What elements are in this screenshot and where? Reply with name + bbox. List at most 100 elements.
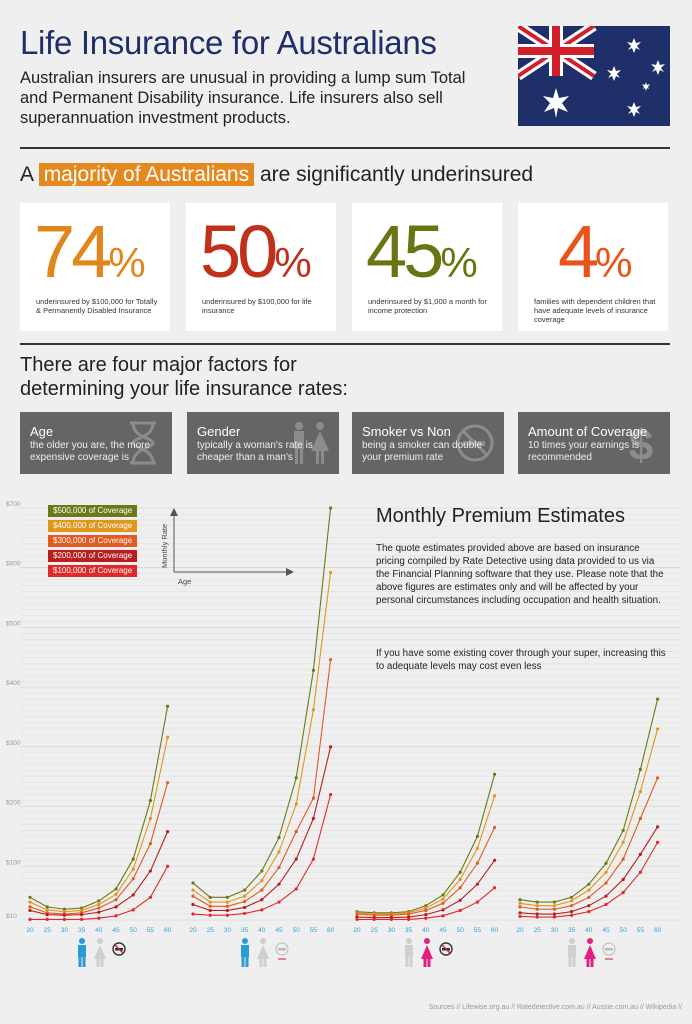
data-point bbox=[225, 908, 229, 913]
male-icon bbox=[79, 938, 85, 944]
data-point bbox=[277, 882, 281, 886]
x-tick-label: 35 bbox=[405, 927, 413, 934]
x-tick-label: 30 bbox=[224, 927, 232, 934]
data-point bbox=[243, 894, 247, 898]
data-point bbox=[518, 898, 522, 902]
data-point bbox=[62, 913, 66, 917]
data-point bbox=[148, 895, 152, 899]
data-point bbox=[493, 825, 497, 830]
data-point bbox=[329, 793, 333, 797]
data-point bbox=[475, 846, 479, 850]
x-tick-label: 60 bbox=[327, 927, 335, 934]
data-point bbox=[131, 908, 135, 912]
x-tick-label: 30 bbox=[61, 927, 69, 934]
data-point bbox=[604, 881, 608, 885]
no-smoking-icon bbox=[114, 944, 124, 954]
data-point bbox=[475, 861, 479, 865]
data-point bbox=[148, 869, 152, 873]
male-icon bbox=[569, 938, 575, 944]
female-icon bbox=[423, 959, 427, 967]
data-point bbox=[424, 908, 428, 913]
data-point bbox=[28, 895, 32, 899]
premium-note: If you have some existing cover through … bbox=[376, 648, 666, 672]
data-point bbox=[208, 913, 212, 917]
data-point bbox=[458, 877, 462, 881]
data-point bbox=[424, 904, 428, 908]
x-tick-label: 25 bbox=[44, 927, 52, 934]
data-point bbox=[166, 830, 170, 834]
x-tick-label: 35 bbox=[78, 927, 86, 934]
series-line bbox=[192, 507, 332, 898]
data-point bbox=[225, 895, 229, 899]
data-point bbox=[311, 708, 315, 712]
stat-desc: underinsured by $100,000 for life insura… bbox=[202, 297, 312, 315]
data-point bbox=[475, 882, 479, 886]
factor-smoker: Smoker vs Non being a smoker can double … bbox=[352, 412, 504, 474]
data-point bbox=[518, 905, 522, 909]
intro-text: Australian insurers are unusual in provi… bbox=[20, 69, 466, 127]
data-point bbox=[131, 867, 135, 871]
data-point bbox=[441, 908, 445, 912]
data-point bbox=[191, 894, 195, 898]
data-point bbox=[656, 825, 660, 829]
x-tick-label: 50 bbox=[457, 927, 465, 934]
majority-highlight: majority of Australians bbox=[38, 163, 255, 186]
data-point bbox=[80, 913, 84, 917]
data-point bbox=[587, 882, 591, 886]
data-point bbox=[552, 904, 557, 908]
majority-heading: A majority of Australians are significan… bbox=[20, 163, 533, 187]
data-point bbox=[570, 904, 574, 908]
x-tick-label: 25 bbox=[371, 927, 379, 934]
data-point bbox=[80, 917, 84, 922]
male-icon bbox=[245, 957, 249, 967]
female-icon bbox=[586, 959, 590, 967]
female-icon bbox=[96, 959, 100, 967]
data-point bbox=[493, 858, 497, 862]
data-point bbox=[277, 836, 281, 840]
data-point bbox=[243, 911, 247, 916]
x-tick-label: 45 bbox=[602, 927, 610, 934]
y-tick-label: $200 bbox=[6, 800, 21, 807]
data-point bbox=[552, 912, 557, 916]
data-point bbox=[518, 911, 522, 915]
female-icon bbox=[584, 945, 596, 959]
factor-age: Age the older you are, the more expensiv… bbox=[20, 412, 172, 474]
data-point bbox=[166, 735, 170, 739]
data-point bbox=[166, 781, 170, 785]
data-point bbox=[191, 902, 195, 907]
data-point bbox=[407, 912, 411, 916]
female-icon bbox=[94, 945, 106, 959]
data-point bbox=[552, 900, 557, 904]
data-point bbox=[28, 905, 32, 909]
data-point bbox=[329, 570, 333, 575]
data-point bbox=[191, 881, 195, 885]
stat-desc: underinsured by $1,000 a month for incom… bbox=[368, 297, 487, 315]
x-tick-label: 55 bbox=[310, 927, 318, 934]
data-point bbox=[329, 658, 333, 662]
x-tick-label: 30 bbox=[388, 927, 396, 934]
data-point bbox=[458, 886, 462, 890]
data-point bbox=[621, 840, 625, 844]
male-icon bbox=[241, 945, 249, 957]
x-tick-label: 20 bbox=[189, 927, 197, 934]
data-point bbox=[62, 917, 66, 922]
y-tick-label: $10 bbox=[6, 913, 17, 920]
legend-item: $500,000 of Coverage bbox=[48, 505, 138, 517]
data-point bbox=[638, 790, 643, 794]
data-point bbox=[475, 900, 479, 904]
page-title: Life Insurance for Australians bbox=[20, 24, 437, 61]
stat-unit: % bbox=[595, 239, 633, 286]
axis-guide-x-label: Age bbox=[178, 577, 191, 586]
stat-desc: underinsured by $100,000 for Totally & P… bbox=[36, 297, 158, 315]
x-tick-label: 60 bbox=[164, 927, 172, 934]
data-point bbox=[535, 912, 539, 916]
stat-unit: % bbox=[108, 239, 146, 286]
data-point bbox=[570, 913, 574, 917]
data-point bbox=[28, 917, 32, 922]
data-point bbox=[45, 905, 49, 909]
y-tick-label: $500 bbox=[6, 620, 21, 627]
female-icon bbox=[424, 938, 430, 944]
data-point bbox=[604, 870, 608, 874]
data-point bbox=[260, 869, 264, 873]
stat-desc: families with dependent children that ha… bbox=[534, 297, 656, 324]
